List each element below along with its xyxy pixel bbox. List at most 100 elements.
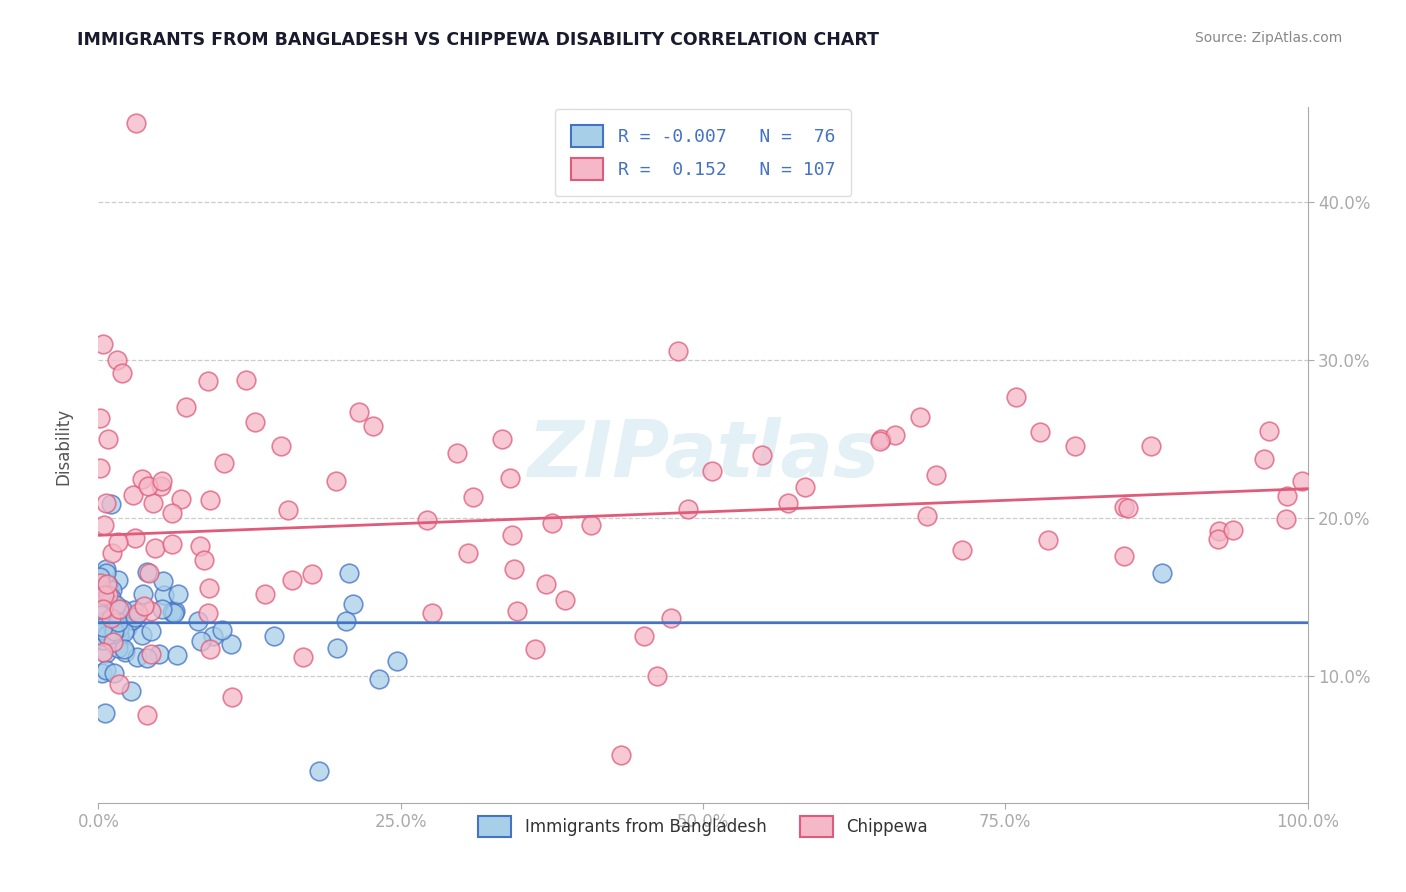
Point xyxy=(89,411,111,425)
Point xyxy=(212,457,235,471)
Point xyxy=(187,614,209,628)
Point xyxy=(457,547,479,561)
Point xyxy=(915,508,938,523)
Point xyxy=(1005,390,1028,404)
Point xyxy=(308,764,330,779)
Point xyxy=(101,546,124,560)
Point xyxy=(219,637,242,651)
Point xyxy=(198,493,221,508)
Point xyxy=(104,602,127,616)
Point xyxy=(869,434,891,449)
Point xyxy=(554,593,576,607)
Point xyxy=(132,599,155,614)
Point xyxy=(163,607,186,621)
Point xyxy=(160,605,183,619)
Point xyxy=(270,439,292,453)
Point xyxy=(127,650,149,665)
Point xyxy=(90,623,112,637)
Point xyxy=(502,562,524,576)
Point xyxy=(91,580,114,594)
Point xyxy=(169,491,191,506)
Point xyxy=(950,543,973,558)
Point xyxy=(103,626,125,640)
Point xyxy=(301,567,323,582)
Point xyxy=(112,624,135,639)
Point xyxy=(167,587,190,601)
Point xyxy=(101,635,124,649)
Point xyxy=(90,607,112,622)
Point xyxy=(1222,523,1244,537)
Point xyxy=(108,628,131,642)
Point xyxy=(136,479,159,493)
Point xyxy=(107,573,129,587)
Point xyxy=(131,472,153,486)
Point xyxy=(1036,533,1059,547)
Point xyxy=(361,418,384,433)
Point xyxy=(422,607,444,621)
Point xyxy=(91,620,114,634)
Point xyxy=(499,471,522,485)
Point xyxy=(385,654,408,668)
Point xyxy=(89,460,111,475)
Point xyxy=(142,495,165,509)
Point xyxy=(1277,490,1299,504)
Point xyxy=(211,623,233,637)
Point xyxy=(197,606,219,620)
Point xyxy=(235,373,257,387)
Point xyxy=(100,611,122,625)
Point xyxy=(150,602,173,616)
Point xyxy=(163,604,186,618)
Point xyxy=(115,621,138,635)
Point xyxy=(124,531,146,545)
Point xyxy=(97,577,120,591)
Point xyxy=(524,642,547,657)
Text: Disability: Disability xyxy=(55,408,72,484)
Point xyxy=(1291,474,1313,488)
Point xyxy=(139,624,162,639)
Point xyxy=(245,415,267,429)
Point xyxy=(883,427,905,442)
Point xyxy=(94,663,117,677)
Point xyxy=(166,648,188,663)
Point xyxy=(794,480,817,494)
Point xyxy=(89,597,111,611)
Point xyxy=(1112,549,1135,564)
Point xyxy=(96,576,118,591)
Point xyxy=(122,488,145,502)
Point xyxy=(190,634,212,648)
Point xyxy=(89,575,111,590)
Point xyxy=(501,528,523,542)
Point xyxy=(120,684,142,698)
Point xyxy=(94,496,117,510)
Point xyxy=(347,404,370,418)
Point xyxy=(89,569,111,583)
Point xyxy=(1063,439,1085,453)
Point xyxy=(335,614,357,628)
Point xyxy=(751,448,773,462)
Point xyxy=(678,501,700,516)
Point xyxy=(124,610,146,624)
Point xyxy=(153,588,176,602)
Point xyxy=(100,591,122,605)
Point xyxy=(160,537,183,551)
Point xyxy=(280,573,302,587)
Point xyxy=(645,668,668,682)
Point xyxy=(870,433,893,447)
Text: IMMIGRANTS FROM BANGLADESH VS CHIPPEWA DISABILITY CORRELATION CHART: IMMIGRANTS FROM BANGLADESH VS CHIPPEWA D… xyxy=(77,31,879,49)
Point xyxy=(368,672,391,686)
Point xyxy=(1253,452,1275,467)
Point xyxy=(1258,425,1281,439)
Point xyxy=(446,445,468,459)
Point xyxy=(197,374,219,388)
Point xyxy=(96,566,118,581)
Point xyxy=(610,748,633,763)
Point xyxy=(89,588,111,602)
Point xyxy=(111,366,134,380)
Point xyxy=(1274,512,1296,526)
Point xyxy=(131,628,153,642)
Point xyxy=(91,632,114,647)
Point xyxy=(1140,439,1163,453)
Point xyxy=(91,629,114,643)
Point xyxy=(107,621,129,635)
Point xyxy=(150,479,173,493)
